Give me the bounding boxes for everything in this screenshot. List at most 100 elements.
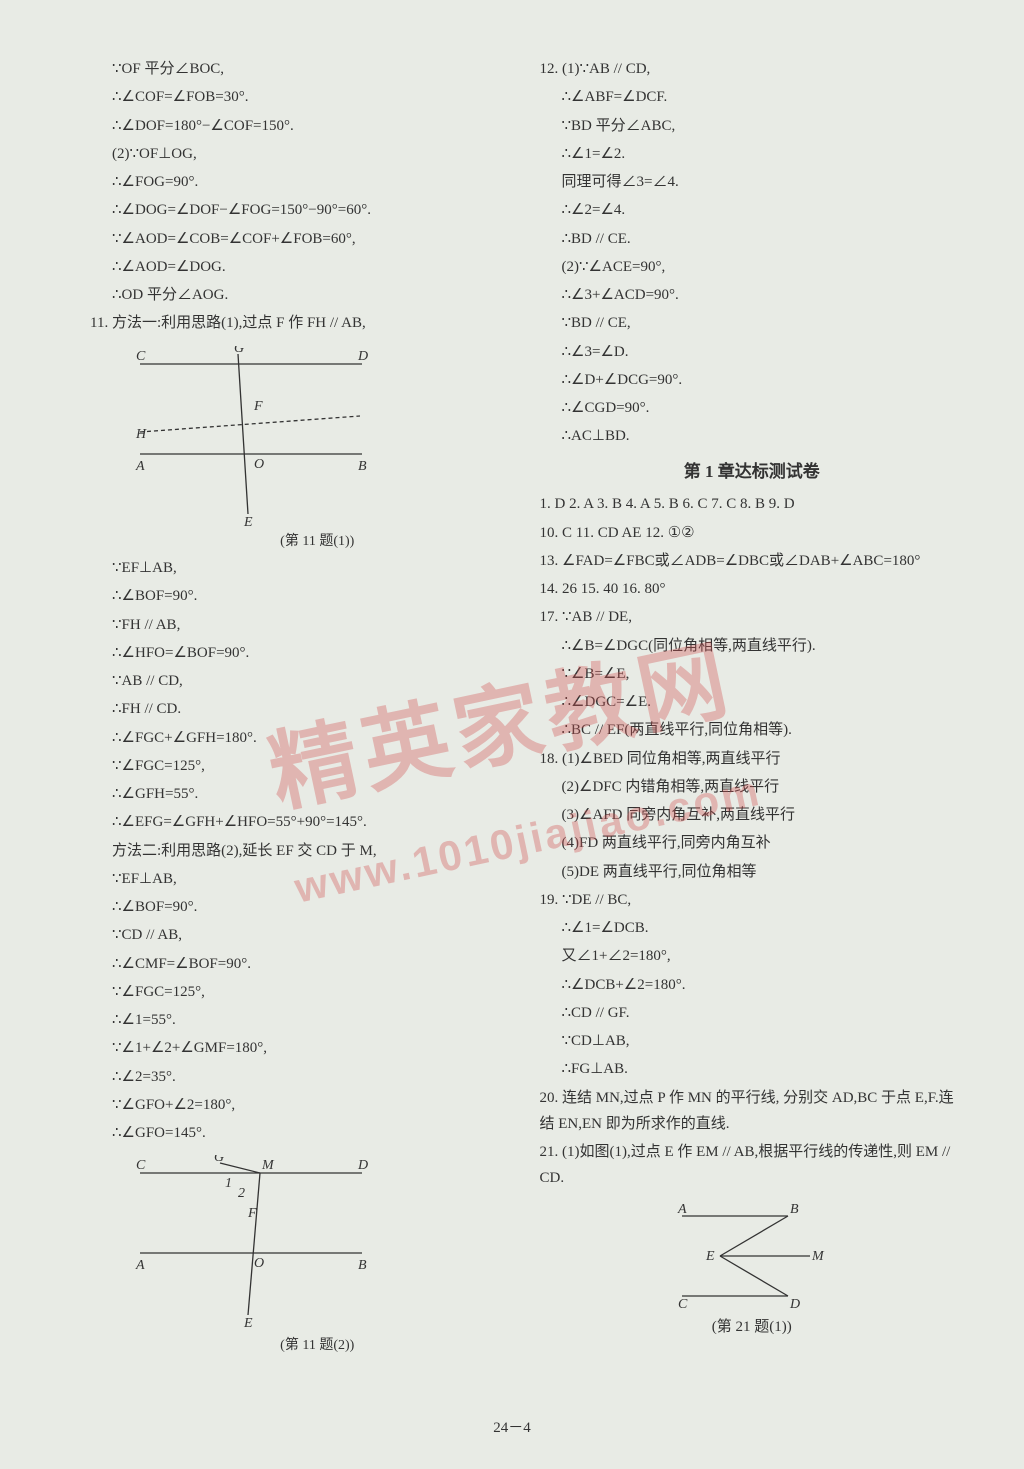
text-line: 10. C 11. CD AE 12. ①② <box>540 519 965 547</box>
text-line: 又∠1+∠2=180°, <box>540 942 965 970</box>
text-line: ∵EF⊥AB, <box>90 554 515 582</box>
text-line: ∴∠BOF=90°. <box>90 582 515 610</box>
svg-text:E: E <box>243 1316 253 1330</box>
svg-text:B: B <box>790 1202 799 1217</box>
text-line: (2)∵∠ACE=90°, <box>540 253 965 281</box>
svg-text:D: D <box>789 1297 800 1311</box>
text-line: 同理可得∠3=∠4. <box>540 168 965 196</box>
text-line: (3)∠AFD 同旁内角互补,两直线平行 <box>540 801 965 829</box>
text-line: ∵∠B=∠E, <box>540 660 965 688</box>
text-line: ∴AC⊥BD. <box>540 422 965 450</box>
text-line: ∵EF⊥AB, <box>90 865 515 893</box>
svg-text:D: D <box>357 349 368 364</box>
text-line: ∴BC // EF(两直线平行,同位角相等). <box>540 716 965 744</box>
svg-text:O: O <box>254 457 264 472</box>
svg-text:O: O <box>254 1256 264 1271</box>
svg-text:B: B <box>358 1258 367 1273</box>
right-column: 12. (1)∵AB // CD, ∴∠ABF=∠DCF.∵BD 平分∠ABC,… <box>540 55 965 1359</box>
diagram-11-2: C G M D F12 A O B E <box>120 1155 515 1330</box>
q19-head: 19. ∵DE // BC, <box>540 886 965 914</box>
diagram-11-1: CGDHFAOBE <box>120 346 515 526</box>
text-line: ∵OF 平分∠BOC, <box>90 55 515 83</box>
svg-text:A: A <box>135 1258 145 1273</box>
svg-text:H: H <box>135 427 147 442</box>
svg-text:F: F <box>247 1206 257 1221</box>
text-line: ∴BD // CE. <box>540 225 965 253</box>
svg-text:C: C <box>678 1297 688 1311</box>
svg-text:G: G <box>214 1155 224 1165</box>
text-line: ∴∠DGC=∠E. <box>540 688 965 716</box>
text-line: ∴∠COF=∠FOB=30°. <box>90 83 515 111</box>
q12-head: 12. (1)∵AB // CD, <box>540 55 965 83</box>
page-footer: 24－4 <box>0 1415 1024 1441</box>
text-line: ∴∠D+∠DCG=90°. <box>540 366 965 394</box>
q14: 14. 26 15. 40 16. 80° <box>540 575 965 603</box>
svg-text:1: 1 <box>225 1176 232 1191</box>
text-line: ∵∠AOD=∠COB=∠COF+∠FOB=60°, <box>90 225 515 253</box>
text-line: ∴∠DOG=∠DOF−∠FOG=150°−90°=60°. <box>90 196 515 224</box>
svg-text:A: A <box>135 459 145 474</box>
q18-head: 18. (1)∠BED 同位角相等,两直线平行 <box>540 745 965 773</box>
text-line: ∴∠1=∠DCB. <box>540 914 965 942</box>
text-line: ∴∠FGC+∠GFH=180°. <box>90 724 515 752</box>
text-line: ∵∠GFO+∠2=180°, <box>90 1091 515 1119</box>
text-line: ∵BD 平分∠ABC, <box>540 112 965 140</box>
text-line: ∴∠DCB+∠2=180°. <box>540 971 965 999</box>
svg-text:A: A <box>677 1202 687 1217</box>
caption-11-1: (第 11 题(1)) <box>90 530 515 555</box>
text-line: 1. D 2. A 3. B 4. A 5. B 6. C 7. C 8. B … <box>540 490 965 518</box>
text-line: ∴∠1=∠2. <box>540 140 965 168</box>
q21: 21. (1)如图(1),过点 E 作 EM // AB,根据平行线的传递性,则… <box>540 1138 965 1193</box>
svg-text:D: D <box>357 1158 368 1173</box>
text-line: ∵FH // AB, <box>90 611 515 639</box>
text-line: ∴∠HFO=∠BOF=90°. <box>90 639 515 667</box>
text-line: ∴FG⊥AB. <box>540 1055 965 1083</box>
svg-text:C: C <box>136 349 146 364</box>
caption-21-1: (第 21 题(1)) <box>540 1313 965 1341</box>
text-line: ∴∠2=∠4. <box>540 196 965 224</box>
text-line: (5)DE 两直线平行,同位角相等 <box>540 858 965 886</box>
text-line: ∴∠3=∠D. <box>540 338 965 366</box>
text-line: ∵BD // CE, <box>540 309 965 337</box>
text-line: (2)∠DFC 内错角相等,两直线平行 <box>540 773 965 801</box>
left-column: ∵OF 平分∠BOC,∴∠COF=∠FOB=30°.∴∠DOF=180°−∠CO… <box>90 55 515 1359</box>
svg-text:E: E <box>243 515 253 526</box>
diagram-21-1: A B E M C D <box>660 1201 965 1311</box>
text-line: ∴∠ABF=∠DCF. <box>540 83 965 111</box>
svg-text:B: B <box>358 459 367 474</box>
text-line: ∴∠GFO=145°. <box>90 1119 515 1147</box>
q13: 13. ∠FAD=∠FBC或∠ADB=∠DBC或∠DAB+∠ABC=180° <box>540 547 965 575</box>
caption-11-2: (第 11 题(2)) <box>90 1334 515 1359</box>
text-line: ∵∠FGC=125°, <box>90 978 515 1006</box>
q11-intro: 11. 方法一:利用思路(1),过点 F 作 FH // AB, <box>90 309 515 337</box>
text-line: ∵AB // CD, <box>90 667 515 695</box>
chapter-title: 第 1 章达标测试卷 <box>540 457 965 487</box>
text-line: ∴∠DOF=180°−∠COF=150°. <box>90 112 515 140</box>
text-line: (2)∵OF⊥OG, <box>90 140 515 168</box>
text-line: ∴∠GFH=55°. <box>90 780 515 808</box>
svg-text:E: E <box>705 1249 715 1264</box>
text-line: ∴∠CGD=90°. <box>540 394 965 422</box>
text-line: ∴∠BOF=90°. <box>90 893 515 921</box>
svg-text:M: M <box>261 1158 275 1173</box>
text-line: ∴OD 平分∠AOG. <box>90 281 515 309</box>
svg-text:C: C <box>136 1158 146 1173</box>
text-line: ∴∠1=55°. <box>90 1006 515 1034</box>
text-line: ∴CD // GF. <box>540 999 965 1027</box>
svg-text:2: 2 <box>238 1186 245 1201</box>
text-line: 方法二:利用思路(2),延长 EF 交 CD 于 M, <box>90 837 515 865</box>
text-line: ∴∠AOD=∠DOG. <box>90 253 515 281</box>
svg-text:F: F <box>253 399 263 414</box>
text-line: ∴∠FOG=90°. <box>90 168 515 196</box>
svg-text:M: M <box>811 1249 825 1264</box>
text-line: (4)FD 两直线平行,同旁内角互补 <box>540 829 965 857</box>
q20: 20. 连结 MN,过点 P 作 MN 的平行线, 分别交 AD,BC 于点 E… <box>540 1084 965 1139</box>
q17-head: 17. ∵AB // DE, <box>540 603 965 631</box>
text-line: ∵∠1+∠2+∠GMF=180°, <box>90 1034 515 1062</box>
text-line: ∴∠2=35°. <box>90 1063 515 1091</box>
text-line: ∴∠CMF=∠BOF=90°. <box>90 950 515 978</box>
text-line: ∴∠3+∠ACD=90°. <box>540 281 965 309</box>
text-line: ∵∠FGC=125°, <box>90 752 515 780</box>
text-line: ∵CD⊥AB, <box>540 1027 965 1055</box>
text-line: ∴∠EFG=∠GFH+∠HFO=55°+90°=145°. <box>90 808 515 836</box>
